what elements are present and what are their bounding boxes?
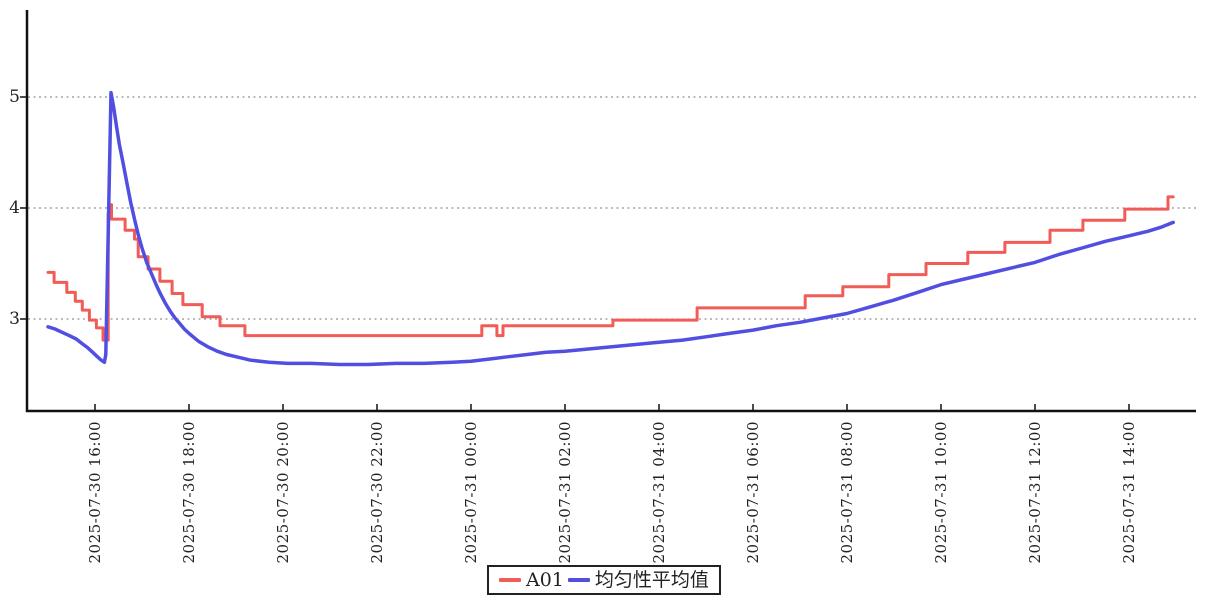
legend: A01 均匀性平均值: [487, 565, 721, 595]
uniformity-average-series-swatch: [567, 578, 590, 582]
x-tick-label: 2025-07-30 18:00: [180, 421, 198, 564]
series-line-uniformity-average: [46, 90, 1175, 367]
legend-label-a01: A01: [526, 568, 564, 591]
legend-item-a01[interactable]: A01: [499, 568, 564, 591]
x-tick-label: 2025-07-30 20:00: [274, 421, 292, 564]
x-tick-label: 2025-07-31 12:00: [1026, 421, 1044, 564]
legend-label-uniformity-average: 均匀性平均值: [594, 568, 709, 591]
y-tick-label-3: 3: [9, 309, 20, 329]
legend-item-uniformity-average[interactable]: 均匀性平均值: [567, 568, 709, 591]
y-tick-label-4: 4: [9, 198, 20, 218]
y-tick-label-5: 5: [9, 87, 20, 107]
x-tick-label: 2025-07-31 04:00: [650, 421, 668, 564]
x-tick-label: 2025-07-31 14:00: [1120, 421, 1138, 564]
series-line-a01: [46, 195, 1175, 342]
x-tick-label: 2025-07-30 22:00: [368, 421, 386, 564]
x-tick-label: 2025-07-30 16:00: [86, 421, 104, 564]
a01-series-swatch: [499, 578, 521, 582]
x-tick-label: 2025-07-31 00:00: [462, 421, 480, 564]
x-tick-label: 2025-07-31 02:00: [556, 421, 574, 564]
x-tick-label: 2025-07-31 10:00: [932, 421, 950, 564]
x-tick-label: 2025-07-31 08:00: [838, 421, 856, 564]
x-tick-label: 2025-07-31 06:00: [744, 421, 762, 564]
